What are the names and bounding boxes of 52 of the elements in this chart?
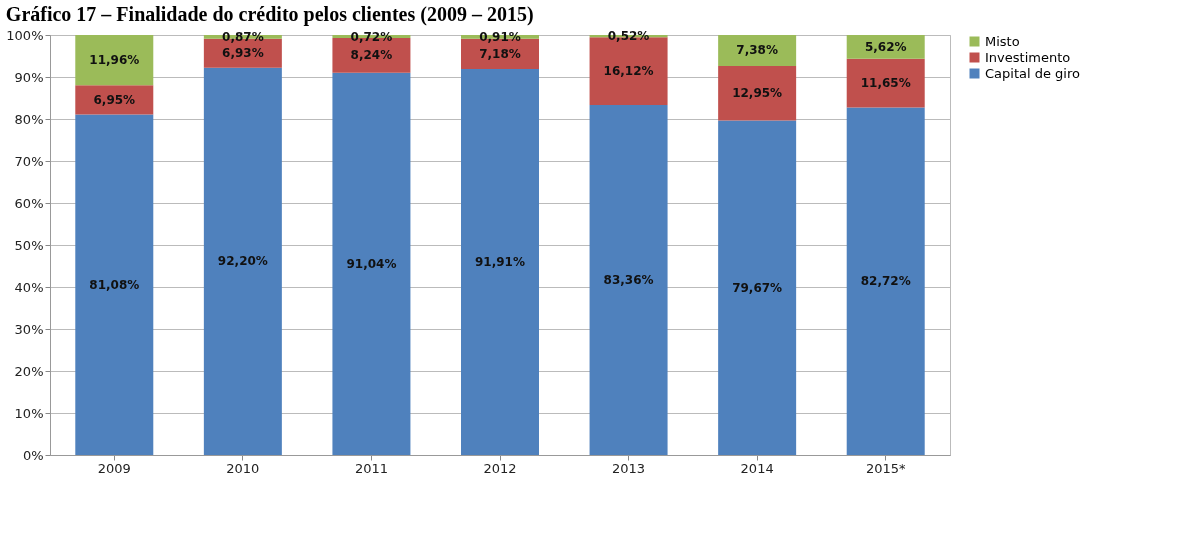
data-label: 92,20% <box>217 254 268 269</box>
bar <box>589 104 668 455</box>
x-tick-label: 2009 <box>97 460 131 476</box>
y-tick-label: 80% <box>14 111 44 127</box>
data-label: 12,95% <box>732 86 783 101</box>
y-tick-label: 100% <box>6 27 44 43</box>
data-label: 7,18% <box>479 46 521 61</box>
bar <box>332 72 411 455</box>
x-tick-label: 2013 <box>612 460 646 476</box>
y-tick-label: 40% <box>14 279 44 295</box>
data-label: 8,24% <box>350 48 393 63</box>
bar <box>718 35 797 66</box>
y-tick-label: 60% <box>14 195 44 211</box>
y-tick-label: 20% <box>14 363 44 379</box>
bar <box>461 68 539 455</box>
bar <box>846 58 925 108</box>
y-tick-label: 0% <box>22 447 44 463</box>
data-label: 11,65% <box>860 76 911 91</box>
y-tick-label: 70% <box>14 153 44 169</box>
legend-label: Misto <box>985 33 1020 49</box>
data-label: 83,36% <box>603 272 654 287</box>
data-label: 0,72% <box>350 29 393 44</box>
x-tick-label: 2012 <box>483 460 517 476</box>
data-label: 79,67% <box>732 280 783 295</box>
legend-label: Investimento <box>985 49 1071 65</box>
y-tick-label: 50% <box>14 237 44 253</box>
chart-title: Gráfico 17 – Finalidade do crédito pelos clientes (2009 – 2015) <box>5 3 534 26</box>
y-tick-label: 30% <box>14 321 44 337</box>
bar <box>718 66 797 121</box>
x-tick-label: 2014 <box>740 460 774 476</box>
bar <box>718 120 797 455</box>
legend-label: Capital de giro <box>985 65 1081 81</box>
data-label: 0,52% <box>607 29 650 44</box>
data-label: 7,38% <box>736 43 778 58</box>
data-label: 6,93% <box>222 46 264 61</box>
x-tick-label: 2011 <box>354 460 388 476</box>
data-label: 91,04% <box>346 256 397 271</box>
data-label: 16,12% <box>603 64 654 79</box>
bar <box>75 114 154 455</box>
x-tick-label: 2015* <box>865 460 906 476</box>
bar <box>846 107 925 455</box>
data-label: 5,62% <box>864 39 907 54</box>
y-tick-label: 90% <box>14 69 44 85</box>
data-label: 11,96% <box>89 53 140 68</box>
bar <box>75 35 154 86</box>
data-label: 91,91% <box>475 254 525 269</box>
data-label: 82,72% <box>860 274 911 289</box>
data-label: 81,08% <box>89 277 140 292</box>
bar <box>203 67 282 455</box>
x-tick-label: 2010 <box>226 460 260 476</box>
y-tick-label: 10% <box>14 405 44 421</box>
data-label: 6,95% <box>93 92 136 107</box>
